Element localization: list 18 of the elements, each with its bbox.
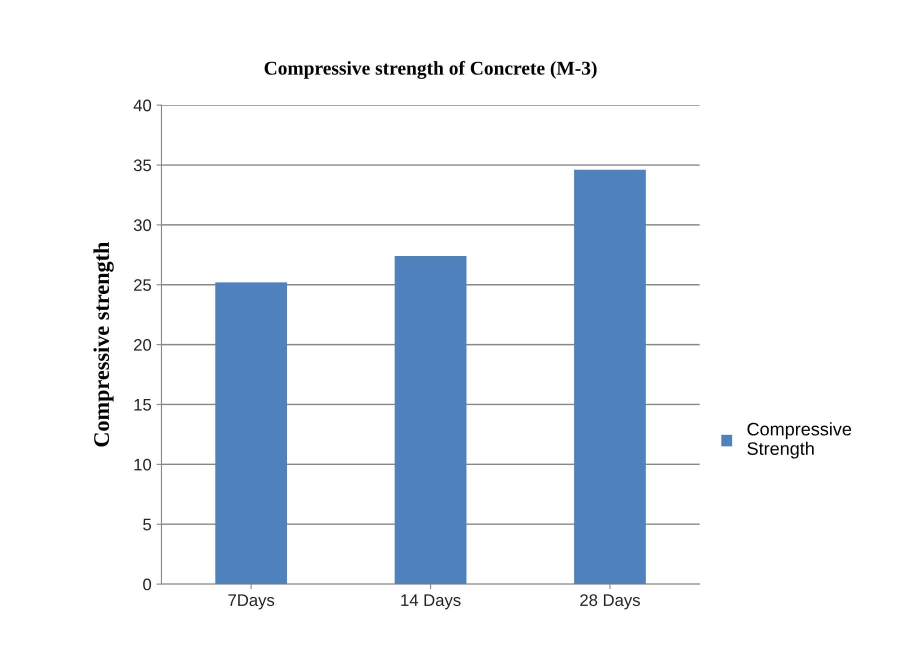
x-tick-label: 28 Days (580, 594, 640, 610)
y-tick-label: 15 (134, 399, 152, 411)
y-tick-label: 5 (143, 518, 152, 530)
bar (574, 170, 646, 584)
bar (394, 256, 466, 584)
y-axis-title: Compressive strength (93, 242, 114, 447)
bar (215, 282, 288, 584)
legend-label: Compressive Strength (747, 422, 852, 459)
y-tick-label: 30 (134, 219, 152, 232)
y-tick-label: 0 (143, 578, 152, 590)
x-tick-label: 7Days (228, 594, 274, 610)
chart-title: Compressive strength of Concrete (M-3) (264, 60, 597, 79)
y-tick-label: 35 (134, 159, 152, 172)
x-tick-label: 14 Days (401, 594, 461, 610)
y-tick-label: 20 (134, 339, 152, 351)
y-tick-label: 10 (134, 458, 152, 471)
y-tick-label: 25 (134, 279, 152, 291)
y-tick-label: 40 (134, 100, 152, 112)
